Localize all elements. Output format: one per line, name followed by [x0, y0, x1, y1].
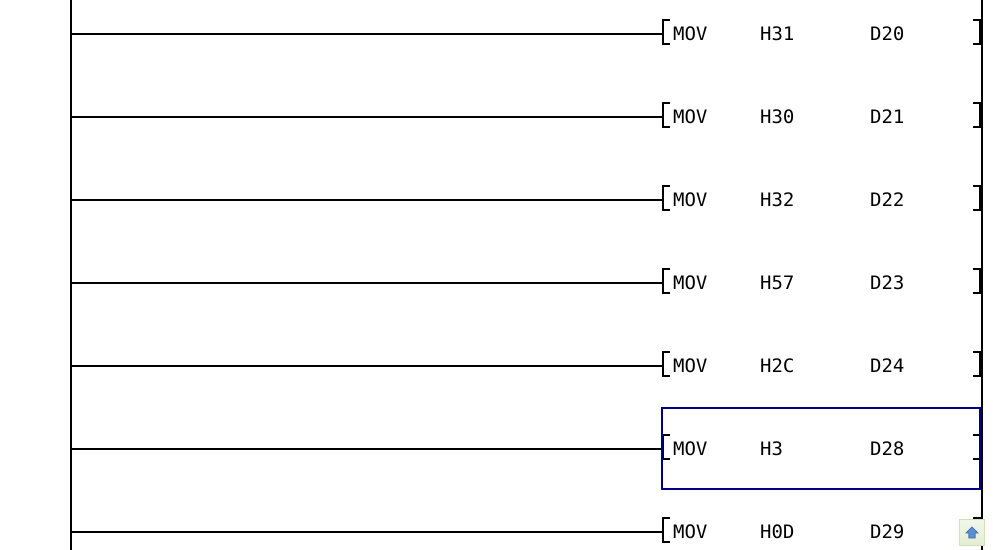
- open-bracket-icon: [662, 351, 670, 377]
- instruction-opcode: MOV: [673, 23, 708, 45]
- open-bracket-icon: [662, 185, 670, 211]
- rung-wire: [70, 33, 662, 35]
- right-power-rail: [981, 0, 983, 550]
- instruction-block[interactable]: MOV H2C D24: [662, 349, 982, 383]
- close-bracket-icon: [973, 268, 981, 294]
- instruction-destination[interactable]: D24: [870, 355, 905, 377]
- instruction-source[interactable]: H3: [760, 438, 783, 460]
- home-nav-button[interactable]: [959, 519, 985, 546]
- instruction-destination[interactable]: D22: [870, 189, 905, 211]
- instruction-opcode: MOV: [673, 272, 708, 294]
- instruction-source[interactable]: H30: [760, 106, 795, 128]
- close-bracket-icon: [973, 185, 981, 211]
- left-power-rail: [70, 0, 72, 550]
- instruction-block[interactable]: MOV H57 D23: [662, 266, 982, 300]
- instruction-destination[interactable]: D20: [870, 23, 905, 45]
- rung-wire: [70, 531, 662, 533]
- close-bracket-icon: [973, 19, 981, 45]
- close-bracket-icon: [973, 434, 981, 460]
- instruction-source[interactable]: H32: [760, 189, 795, 211]
- instruction-block[interactable]: MOV H3 D28: [662, 432, 982, 466]
- open-bracket-icon: [662, 102, 670, 128]
- close-bracket-icon: [973, 351, 981, 377]
- rung-wire: [70, 448, 662, 450]
- instruction-block[interactable]: MOV H30 D21: [662, 100, 982, 134]
- instruction-source[interactable]: H0D: [760, 521, 795, 543]
- instruction-opcode: MOV: [673, 355, 708, 377]
- rung-wire: [70, 199, 662, 201]
- instruction-block[interactable]: MOV H0D D29: [662, 515, 982, 549]
- instruction-destination[interactable]: D23: [870, 272, 905, 294]
- instruction-destination[interactable]: D21: [870, 106, 905, 128]
- close-bracket-icon: [973, 102, 981, 128]
- instruction-opcode: MOV: [673, 189, 708, 211]
- open-bracket-icon: [662, 517, 670, 543]
- instruction-opcode: MOV: [673, 521, 708, 543]
- instruction-opcode: MOV: [673, 106, 708, 128]
- instruction-source[interactable]: H31: [760, 23, 795, 45]
- open-bracket-icon: [662, 268, 670, 294]
- instruction-destination[interactable]: D29: [870, 521, 905, 543]
- rung-wire: [70, 282, 662, 284]
- rung-wire: [70, 116, 662, 118]
- open-bracket-icon: [662, 19, 670, 45]
- open-bracket-icon: [662, 434, 670, 460]
- instruction-opcode: MOV: [673, 438, 708, 460]
- home-up-icon: [964, 525, 980, 541]
- instruction-source[interactable]: H57: [760, 272, 795, 294]
- rung-wire: [70, 365, 662, 367]
- instruction-source[interactable]: H2C: [760, 355, 795, 377]
- instruction-block[interactable]: MOV H32 D22: [662, 183, 982, 217]
- instruction-destination[interactable]: D28: [870, 438, 905, 460]
- instruction-block[interactable]: MOV H31 D20: [662, 17, 982, 51]
